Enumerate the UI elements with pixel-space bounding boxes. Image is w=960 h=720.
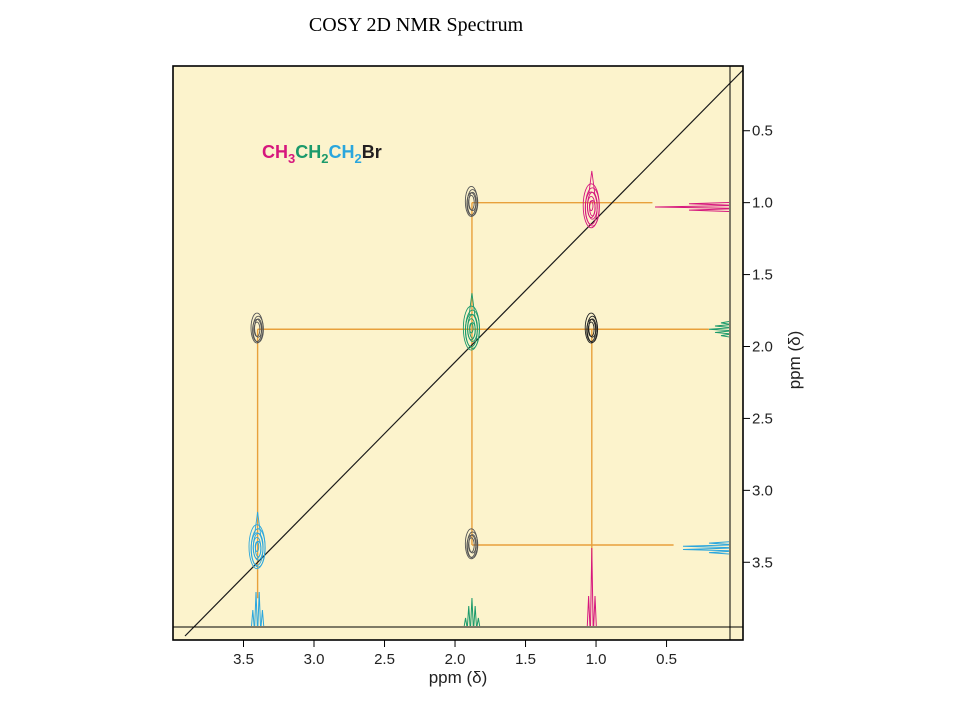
x-tick-label: 3.0 (304, 651, 325, 668)
spectrum-line (688, 201, 730, 206)
contour-tip (588, 170, 596, 194)
spectrum-line (708, 327, 730, 332)
contour-ring (468, 537, 475, 553)
diagonal-peak (582, 170, 600, 229)
spectrum-line (463, 617, 468, 627)
right-spectrum-ch2 (708, 321, 730, 338)
spectrum-line (682, 544, 730, 549)
y-tick-label: 3.5 (752, 554, 773, 571)
contour-ring (254, 541, 260, 552)
y-tick-label: 1.0 (752, 195, 773, 212)
spectrum-line (682, 547, 730, 552)
formula-part: 3 (288, 151, 295, 166)
cross-peak (250, 312, 264, 344)
y-tick-label: 1.5 (752, 267, 773, 284)
spectrum-line (260, 609, 265, 627)
plot-background (173, 66, 743, 640)
diagonal-peak (248, 511, 266, 570)
formula-part: 2 (321, 151, 328, 166)
diagonal-line (184, 69, 744, 637)
spectrum-line (720, 321, 730, 325)
spectrum-line (476, 617, 481, 627)
formula-part: CH (328, 142, 354, 162)
spectrum-line (720, 333, 730, 338)
y-tick-label: 2.0 (752, 339, 773, 356)
spectrum-line (714, 330, 730, 335)
bottom-spectrum-ch2 (463, 597, 481, 627)
formula-part: 2 (354, 151, 361, 166)
diagonal-peak (462, 293, 480, 351)
x-tick-label: 3.5 (233, 651, 254, 668)
x-tick-label: 2.5 (374, 651, 395, 668)
y-tick-label: 0.5 (752, 123, 773, 140)
spectrum-line (654, 205, 730, 209)
bottom-spectrum-ch3 (586, 547, 597, 627)
right-spectrum-ch3 (654, 201, 730, 212)
spectrum-line (688, 208, 730, 212)
x-tick-label: 1.0 (586, 651, 607, 668)
spectrum-line (708, 550, 730, 555)
formula-part: CH (295, 142, 321, 162)
cross-peak (584, 312, 599, 344)
contour-tip (254, 511, 262, 535)
y-tick-label: 3.0 (752, 482, 773, 499)
contour-ring (253, 321, 261, 337)
x-tick-label: 1.5 (515, 651, 536, 668)
spectrum-line (708, 541, 730, 545)
spectrum-line (593, 595, 597, 627)
x-tick-label: 0.5 (656, 651, 677, 668)
spectrum-line (466, 605, 471, 627)
formula-part: CH (262, 142, 288, 162)
contour-ring (469, 322, 474, 334)
formula-part: Br (362, 142, 382, 162)
x-axis-label: ppm (δ) (429, 668, 488, 687)
molecule-formula: CH3CH2CH2Br (262, 142, 382, 166)
spectrum-line (254, 591, 258, 627)
spectrum-line (251, 609, 255, 627)
chart-title: COSY 2D NMR Spectrum (308, 14, 524, 36)
contour-ring (587, 321, 595, 337)
contour-tip (468, 293, 476, 317)
cross-peak (464, 186, 479, 217)
spectrum-line (470, 597, 474, 627)
spectrum-line (714, 324, 730, 328)
x-tick-label: 2.0 (445, 651, 466, 668)
bottom-spectrum-ch2br (251, 591, 265, 627)
right-spectrum-ch2br (682, 541, 730, 555)
contour-ring (588, 200, 594, 212)
contour-ring (468, 195, 475, 211)
spectrum-line (257, 591, 262, 627)
y-axis-label: ppm (δ) (785, 331, 804, 390)
spectrum-line (473, 605, 477, 627)
cross-peak (464, 528, 479, 560)
y-tick-label: 2.5 (752, 410, 773, 427)
spectrum-line (590, 547, 594, 627)
plot-frame (172, 65, 744, 641)
spectrum-line (586, 595, 591, 627)
